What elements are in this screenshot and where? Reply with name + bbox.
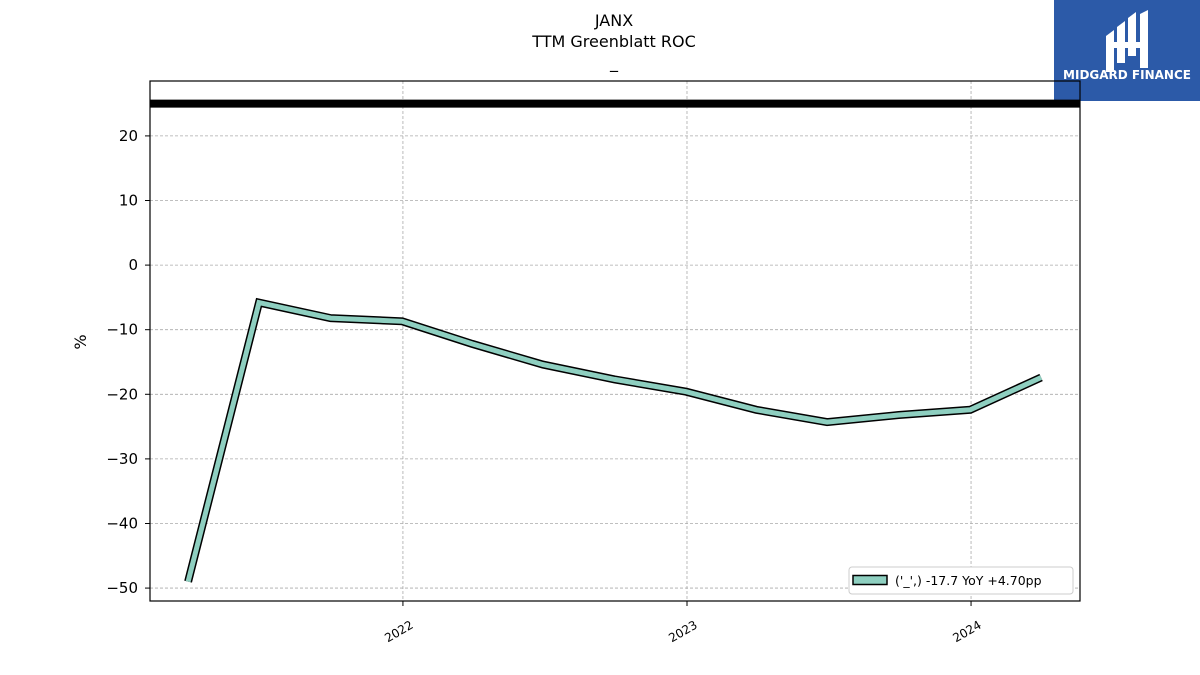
legend: ('_',) -17.7 YoY +4.70pp (848, 566, 1074, 595)
logo-text: MIDGARD FINANCE (1063, 68, 1191, 82)
logo-mark-icon (1106, 10, 1148, 72)
series-line (185, 299, 1043, 583)
y-tick-label: −50 (106, 579, 138, 597)
y-axis-label: % (71, 334, 90, 349)
x-tick-label: 2023 (666, 618, 699, 645)
y-tick-label: −40 (106, 514, 138, 532)
y-tick-label: 20 (119, 127, 138, 145)
y-tick-label: 10 (119, 192, 138, 210)
title-subtitle: _ (610, 53, 618, 72)
x-tick-label: 2022 (382, 618, 415, 645)
y-tick-label: 0 (128, 256, 138, 274)
chart-title: JANX TTM Greenblatt ROC _ (414, 10, 814, 73)
y-axis: 20 10 0 −10 −20 −30 −40 −50 (106, 127, 150, 597)
y-tick-label: −30 (106, 450, 138, 468)
grid-lines (150, 81, 1080, 601)
series-layer (184, 297, 1043, 583)
y-tick-label: −20 (106, 385, 138, 403)
y-tick-label: −10 (106, 321, 138, 339)
title-metric: TTM Greenblatt ROC (532, 32, 696, 51)
legend-swatch (852, 574, 888, 586)
brand-logo: MIDGARD FINANCE (1054, 0, 1200, 101)
x-axis: 2022 2023 2024 (382, 601, 984, 645)
title-ticker: JANX (594, 11, 634, 30)
x-tick-label: 2024 (950, 618, 983, 645)
series-line-outline (184, 297, 1043, 583)
plot-frame (149, 80, 1081, 602)
legend-box (848, 566, 1074, 595)
legend-label: ('_',) -17.7 YoY +4.70pp (895, 573, 1042, 588)
